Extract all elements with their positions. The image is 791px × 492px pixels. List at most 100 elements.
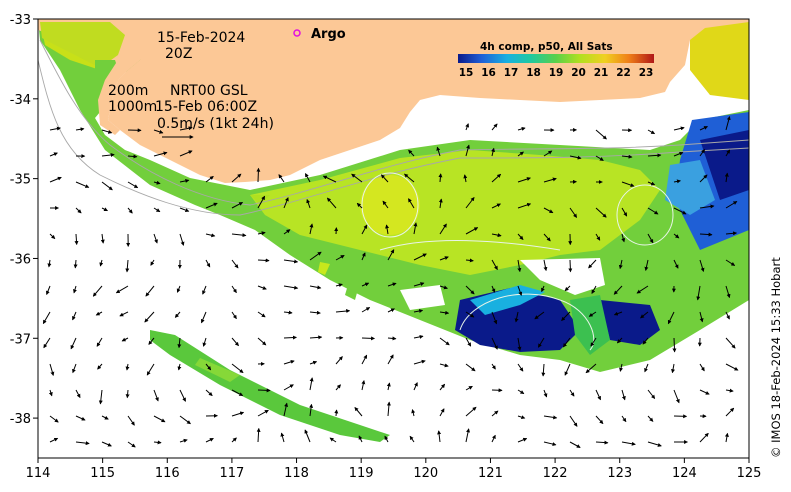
- current-arrow: [699, 232, 713, 237]
- current-arrow: [699, 389, 710, 395]
- current-arrow: [562, 337, 571, 348]
- current-arrow: [517, 415, 526, 420]
- current-arrow: [647, 233, 654, 244]
- current-arrow: [491, 311, 498, 325]
- current-arrow: [569, 415, 578, 427]
- current-arrow: [621, 441, 636, 446]
- current-arrow: [257, 409, 269, 417]
- current-arrow: [334, 409, 339, 417]
- current-arrow: [205, 437, 214, 443]
- current-arrow: [257, 231, 266, 236]
- current-arrow: [647, 129, 656, 135]
- current-arrow: [541, 363, 546, 377]
- current-arrow: [725, 201, 738, 209]
- current-arrow: [101, 207, 108, 212]
- current-arrow: [100, 233, 105, 244]
- current-arrow: [335, 356, 343, 365]
- current-arrow: [491, 337, 498, 350]
- current-arrow: [45, 285, 51, 296]
- y-axis: -33 -34 -35 -36 -37 -38: [10, 13, 38, 427]
- current-arrow: [465, 258, 474, 263]
- current-arrow: [115, 285, 129, 294]
- current-arrow: [543, 233, 551, 242]
- current-arrow: [613, 311, 623, 316]
- current-arrow: [43, 337, 51, 349]
- contour-200-label: 200m: [108, 83, 148, 99]
- current-arrow: [673, 259, 679, 269]
- current-arrow: [491, 410, 499, 417]
- current-arrow: [621, 389, 626, 401]
- x-axis: 114 115 116 117 118 119 120 121 122 123 124 125: [26, 458, 762, 481]
- current-arrow: [257, 195, 266, 209]
- current-arrow: [491, 259, 498, 271]
- current-arrow: [543, 177, 557, 183]
- colorbar-title: 4h comp, p50, All Sats: [480, 41, 613, 53]
- current-arrow: [179, 207, 190, 212]
- current-arrow: [256, 167, 261, 183]
- current-arrow: [231, 201, 244, 209]
- current-arrow: [121, 337, 129, 342]
- current-arrow: [568, 259, 573, 273]
- current-arrow: [202, 337, 207, 347]
- current-arrow: [647, 415, 654, 422]
- current-arrow: [465, 428, 470, 443]
- current-arrow: [725, 407, 735, 417]
- current-arrow: [517, 337, 522, 351]
- current-arrow: [283, 402, 289, 417]
- current-arrow: [231, 389, 244, 397]
- current-arrow: [95, 311, 103, 316]
- current-arrow: [145, 285, 155, 297]
- current-arrow: [541, 285, 545, 293]
- current-arrow: [361, 224, 368, 235]
- current-arrow: [231, 285, 237, 294]
- current-arrow: [437, 430, 442, 443]
- current-arrow: [517, 126, 526, 131]
- current-arrow: [409, 435, 415, 443]
- current-arrow: [616, 337, 623, 344]
- current-arrow: [647, 441, 662, 447]
- current-arrow: [361, 354, 368, 365]
- current-arrow: [283, 335, 297, 340]
- current-arrow: [517, 233, 524, 240]
- x-tick-label: 118: [284, 466, 309, 481]
- current-arrow: [257, 285, 267, 290]
- current-arrow: [621, 181, 635, 187]
- current-arrow: [205, 363, 212, 371]
- current-arrow: [642, 337, 649, 345]
- colorbar-tick-label: 17: [504, 67, 519, 79]
- current-arrow: [647, 389, 656, 400]
- y-tick-label: -34: [10, 93, 31, 108]
- current-arrow: [438, 173, 443, 183]
- current-arrow: [387, 249, 395, 261]
- current-arrow: [361, 336, 376, 341]
- current-arrow: [673, 233, 680, 239]
- current-arrow: [283, 229, 291, 235]
- current-arrow: [127, 154, 138, 159]
- current-arrow: [96, 337, 103, 347]
- current-arrow: [439, 223, 447, 235]
- current-arrow: [280, 432, 285, 443]
- current-arrow: [725, 337, 736, 349]
- current-arrow: [621, 207, 628, 217]
- current-arrow: [595, 129, 607, 140]
- current-arrow: [647, 153, 662, 158]
- current-arrow: [231, 173, 242, 183]
- current-arrow: [386, 382, 391, 391]
- y-tick-label: -38: [10, 412, 31, 427]
- current-arrow: [725, 363, 739, 371]
- current-arrow: [304, 429, 311, 443]
- current-arrow: [543, 150, 553, 157]
- current-arrow: [335, 283, 343, 288]
- current-time-label: 15-Feb 06:00Z: [155, 99, 257, 115]
- current-arrow: [354, 406, 363, 417]
- current-arrow: [361, 380, 366, 391]
- current-arrow: [257, 388, 271, 393]
- current-arrow: [465, 385, 473, 391]
- current-arrow: [436, 146, 441, 157]
- current-arrow: [231, 233, 247, 238]
- x-tick-label: 125: [737, 466, 762, 481]
- current-arrow: [591, 285, 597, 294]
- current-arrow: [49, 437, 59, 443]
- current-arrow: [408, 149, 415, 157]
- current-arrow: [125, 389, 130, 399]
